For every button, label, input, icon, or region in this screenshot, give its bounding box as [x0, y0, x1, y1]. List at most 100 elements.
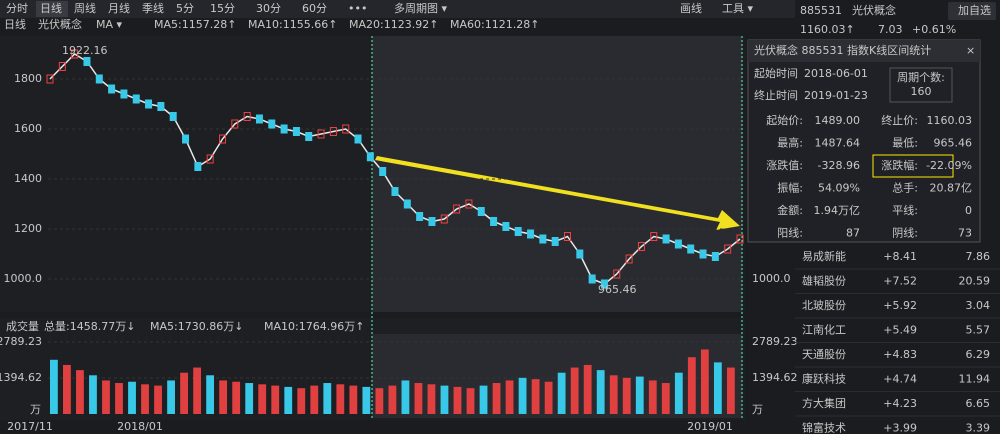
low-label: 965.46	[598, 283, 637, 296]
stock-name[interactable]: 康跃科技	[802, 372, 846, 386]
volume-bar	[115, 383, 123, 414]
tab[interactable]: 30分	[256, 2, 281, 15]
stock-price: 20.59	[959, 275, 991, 288]
indicator: MA ▾	[96, 18, 123, 31]
candle	[243, 112, 251, 121]
stat-value: 0	[965, 204, 972, 217]
volume-stat: MA10:1764.96万↑	[264, 320, 364, 333]
candle	[280, 124, 288, 134]
tab[interactable]: •••	[348, 2, 367, 15]
volume-bar	[596, 370, 605, 414]
x-tick-label: 2018/01	[117, 420, 163, 433]
stock-price: 5.57	[966, 324, 991, 337]
volume-bar	[726, 367, 735, 414]
volume-bar	[141, 384, 149, 414]
indicator: 日线	[4, 17, 26, 31]
change: 7.03	[878, 23, 903, 36]
tab[interactable]: 15分	[210, 2, 235, 15]
stock-name[interactable]: 北玻股份	[802, 299, 846, 312]
volume-bar	[154, 385, 162, 414]
candle	[465, 199, 473, 209]
stat-label: 涨跌值:	[766, 158, 803, 172]
stat-label: 最高:	[777, 136, 803, 150]
candle	[58, 62, 66, 71]
volume-bar	[674, 372, 683, 414]
tab[interactable]: 周线	[74, 1, 96, 15]
add-btn[interactable]	[948, 2, 996, 20]
candle	[366, 152, 374, 162]
volume-bar	[362, 386, 371, 414]
volume-bar	[206, 375, 215, 414]
volume-bar	[713, 362, 722, 414]
stock-name[interactable]: 方大集团	[802, 396, 846, 410]
stock-change: +4.74	[883, 373, 917, 386]
volume-bar	[466, 388, 475, 414]
indicator: MA5:1157.28↑	[154, 18, 236, 31]
tab[interactable]: 季线	[142, 1, 164, 15]
candle	[428, 217, 436, 226]
candle	[724, 244, 732, 254]
volume-bar	[661, 383, 670, 414]
code: 885531	[800, 4, 842, 17]
candle	[182, 134, 190, 144]
stock-name[interactable]: 江南化工	[802, 323, 846, 337]
volume-bar	[583, 364, 592, 414]
volume-bar	[570, 367, 579, 414]
stock-price: 11.94	[959, 373, 991, 386]
stock-change: +8.41	[883, 250, 917, 263]
candle	[637, 242, 645, 251]
stat-value: 54.09%	[818, 182, 860, 195]
tab[interactable]: 分时	[6, 2, 28, 15]
label: 终止时间	[754, 88, 798, 102]
tab[interactable]: 日线	[40, 1, 62, 15]
unit: 万	[30, 403, 41, 416]
draw-tool: 画线	[680, 1, 702, 15]
candle	[514, 227, 522, 236]
stock-change: +5.49	[883, 324, 917, 337]
candle	[157, 102, 165, 111]
tab[interactable]: 60分	[302, 2, 327, 15]
candle	[539, 234, 547, 244]
stock-name[interactable]: 雄韬股份	[802, 274, 846, 288]
stock-price: 3.39	[966, 422, 991, 434]
volume-bar	[544, 381, 553, 414]
stock-name[interactable]: 锦富技术	[802, 421, 846, 434]
stat-label: 总手:	[892, 181, 918, 195]
stat-value: 87	[846, 227, 860, 240]
indicator: MA20:1123.92↑	[349, 18, 438, 31]
candle	[736, 234, 744, 244]
volume-bar	[453, 386, 462, 414]
tab[interactable]: 5分	[176, 2, 194, 15]
stock-change: +4.83	[883, 348, 917, 361]
candle	[305, 132, 313, 141]
tab[interactable]: 多周期图 ▾	[394, 1, 447, 15]
y-tick-label: 1600	[14, 122, 42, 135]
y-tick-label: 1200	[14, 222, 42, 235]
volume-bar	[323, 383, 332, 414]
candle	[576, 249, 584, 259]
volume-bar	[557, 372, 566, 414]
volume-bar	[297, 388, 306, 414]
indicator: MA60:1121.28↑	[450, 18, 539, 31]
tab[interactable]: 月线	[108, 1, 130, 15]
candle	[71, 49, 79, 59]
stock-name[interactable]: 易成新能	[802, 249, 846, 263]
volume-bar	[128, 381, 136, 414]
popup-close[interactable]: ×	[966, 44, 975, 57]
candle	[699, 249, 707, 259]
volume-bar	[50, 359, 58, 414]
candle	[477, 207, 485, 216]
volume-bar	[687, 357, 696, 414]
candle	[206, 154, 214, 164]
stock-change: +3.99	[883, 422, 917, 434]
candle	[354, 134, 362, 144]
candle	[613, 269, 621, 279]
end-date: 2019-01-23	[804, 89, 868, 102]
stock-name[interactable]: 天通股份	[802, 348, 846, 361]
stat-value: 73	[958, 227, 972, 240]
add-watch[interactable]: 加自选	[958, 4, 991, 17]
volume-bar	[284, 386, 293, 414]
candle	[674, 239, 682, 249]
candle	[687, 244, 695, 254]
volume-bar	[76, 370, 84, 414]
